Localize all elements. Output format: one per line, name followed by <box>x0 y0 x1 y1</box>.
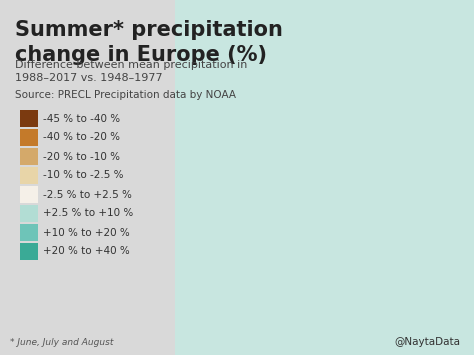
Bar <box>175 0 474 355</box>
Bar <box>20 224 38 241</box>
Text: -40 % to -20 %: -40 % to -20 % <box>43 132 120 142</box>
Bar <box>20 186 38 203</box>
Bar <box>20 129 38 146</box>
Text: +2.5 % to +10 %: +2.5 % to +10 % <box>43 208 133 218</box>
Text: @NaytaData: @NaytaData <box>394 337 460 347</box>
Text: +10 % to +20 %: +10 % to +20 % <box>43 228 130 237</box>
Text: -10 % to -2.5 %: -10 % to -2.5 % <box>43 170 124 180</box>
Text: -20 % to -10 %: -20 % to -10 % <box>43 152 120 162</box>
Text: -2.5 % to +2.5 %: -2.5 % to +2.5 % <box>43 190 132 200</box>
Bar <box>20 148 38 165</box>
Text: Source: PRECL Precipitation data by NOAA: Source: PRECL Precipitation data by NOAA <box>15 90 236 100</box>
Text: * June, July and August: * June, July and August <box>10 338 113 347</box>
Text: +20 % to +40 %: +20 % to +40 % <box>43 246 130 257</box>
Bar <box>20 110 38 127</box>
Bar <box>20 243 38 260</box>
Text: Summer* precipitation
change in Europe (%): Summer* precipitation change in Europe (… <box>15 20 283 65</box>
Text: Difference between mean precipitation in
1988–2017 vs. 1948–1977: Difference between mean precipitation in… <box>15 60 247 83</box>
Bar <box>20 167 38 184</box>
Text: -45 % to -40 %: -45 % to -40 % <box>43 114 120 124</box>
Bar <box>20 205 38 222</box>
